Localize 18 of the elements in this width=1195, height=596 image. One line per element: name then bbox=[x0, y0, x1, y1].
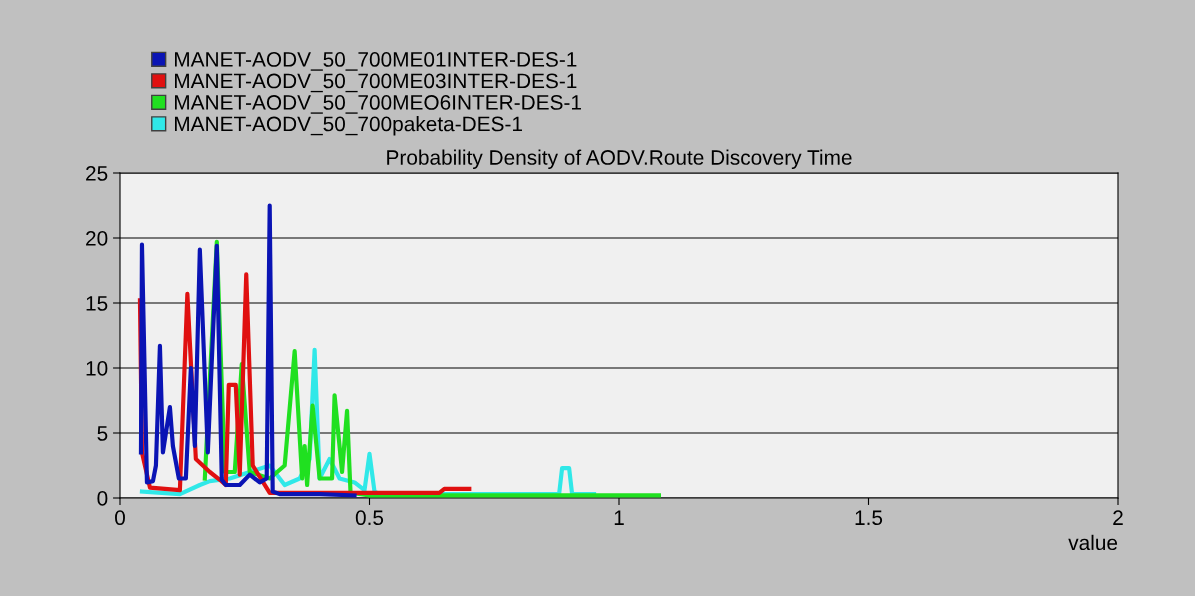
legend-label: MANET-AODV_50_700paketa-DES-1 bbox=[175, 116, 522, 136]
chart-title: Probability Density of AODV.Route Discovery Time bbox=[387, 149, 852, 169]
legend-label: MANET-AODV_50_700ME03INTER-DES-1 bbox=[175, 73, 577, 93]
y-tick-label: 25 bbox=[86, 166, 108, 181]
x-tick-label: 1.5 bbox=[855, 510, 883, 526]
y-tick-label: 5 bbox=[97, 426, 108, 441]
y-tick-label: 10 bbox=[86, 361, 108, 376]
y-tick-label: 20 bbox=[86, 231, 108, 246]
y-tick-label: 15 bbox=[86, 296, 108, 311]
x-tick-label: 0.5 bbox=[355, 510, 384, 526]
legend-label: MANET-AODV_50_700MEO6INTER-DES-1 bbox=[175, 95, 581, 114]
x-tick-label: 2 bbox=[1113, 510, 1123, 525]
y-tick-label: 0 bbox=[97, 491, 108, 506]
line-series bbox=[138, 203, 357, 498]
x-tick-label: 0 bbox=[115, 510, 125, 526]
x-axis-title: value bbox=[1068, 534, 1118, 551]
legend-label: MANET-AODV_50_700ME01INTER-DES-1 bbox=[175, 52, 577, 71]
x-tick-label: 1 bbox=[614, 510, 624, 525]
